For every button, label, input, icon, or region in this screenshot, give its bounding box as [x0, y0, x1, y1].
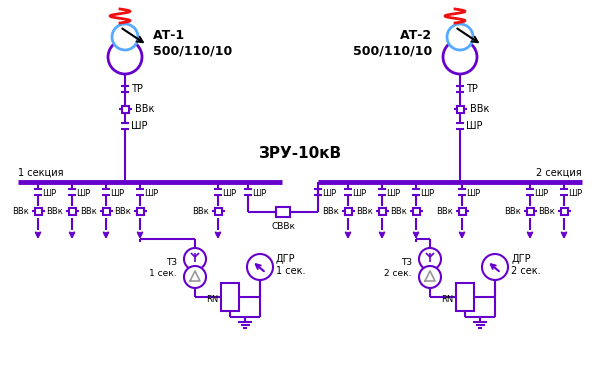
Circle shape [184, 266, 206, 288]
Text: ВВк: ВВк [12, 207, 29, 215]
Text: ВВк: ВВк [504, 207, 521, 215]
Bar [103, 207, 110, 214]
Text: ШР: ШР [386, 189, 400, 198]
Text: ВВк: ВВк [436, 207, 453, 215]
Text: ВВк: ВВк [135, 104, 154, 114]
Text: ВВк: ВВк [322, 207, 339, 215]
Bar [527, 207, 533, 214]
Bar [458, 207, 466, 214]
Text: СВВк: СВВк [271, 222, 295, 231]
Bar [276, 207, 290, 217]
Text: ШР: ШР [466, 121, 482, 131]
Text: ВВк: ВВк [470, 104, 490, 114]
Text: ДГР
1 сек.: ДГР 1 сек. [276, 254, 305, 276]
Circle shape [482, 254, 508, 280]
Bar [379, 207, 386, 214]
Text: АТ-2
500/110/10: АТ-2 500/110/10 [353, 29, 432, 57]
Circle shape [108, 40, 142, 74]
Text: RN: RN [441, 295, 453, 304]
Text: АТ-1
500/110/10: АТ-1 500/110/10 [153, 29, 232, 57]
Circle shape [112, 24, 138, 50]
Circle shape [447, 24, 473, 50]
Text: ДГР
2 сек.: ДГР 2 сек. [511, 254, 541, 276]
Text: RN: RN [206, 295, 218, 304]
Text: ВВк: ВВк [356, 207, 373, 215]
Text: ВВк: ВВк [46, 207, 63, 215]
Circle shape [184, 248, 206, 270]
Circle shape [419, 266, 441, 288]
Text: ШР: ШР [568, 189, 582, 198]
Circle shape [247, 254, 273, 280]
Text: ШР: ШР [110, 189, 124, 198]
Bar [215, 207, 221, 214]
Text: 2 секция: 2 секция [536, 168, 582, 178]
Text: ШР: ШР [352, 189, 366, 198]
Circle shape [443, 40, 477, 74]
Text: ВВк: ВВк [538, 207, 555, 215]
Bar [344, 207, 352, 214]
Bar [560, 207, 568, 214]
Text: Т3
2 сек.: Т3 2 сек. [385, 258, 412, 278]
Text: ШР: ШР [144, 189, 158, 198]
Bar [68, 207, 76, 214]
Bar [413, 207, 419, 214]
Circle shape [419, 248, 441, 270]
Text: ШР: ШР [466, 189, 480, 198]
Text: ВВк: ВВк [390, 207, 407, 215]
Text: ШР: ШР [420, 189, 434, 198]
Bar [457, 105, 464, 113]
Text: ШР: ШР [322, 189, 336, 198]
Text: ВВк: ВВк [80, 207, 97, 215]
Text: ШР: ШР [222, 189, 236, 198]
Text: ВВк: ВВк [192, 207, 209, 215]
Text: ШР: ШР [534, 189, 548, 198]
Text: ШР: ШР [42, 189, 56, 198]
Text: ШР: ШР [131, 121, 148, 131]
Bar [456, 283, 474, 311]
Bar [35, 207, 41, 214]
Text: ЗРУ-10кВ: ЗРУ-10кВ [259, 146, 341, 161]
Text: 1 секция: 1 секция [18, 168, 64, 178]
Text: ВВк: ВВк [114, 207, 131, 215]
Text: Т3
1 сек.: Т3 1 сек. [149, 258, 177, 278]
Text: ШР: ШР [76, 189, 90, 198]
Text: ТР: ТР [466, 84, 478, 94]
Text: ТР: ТР [131, 84, 143, 94]
Bar [137, 207, 143, 214]
Bar [121, 105, 128, 113]
Bar [221, 283, 239, 311]
Text: ШР: ШР [252, 189, 266, 198]
